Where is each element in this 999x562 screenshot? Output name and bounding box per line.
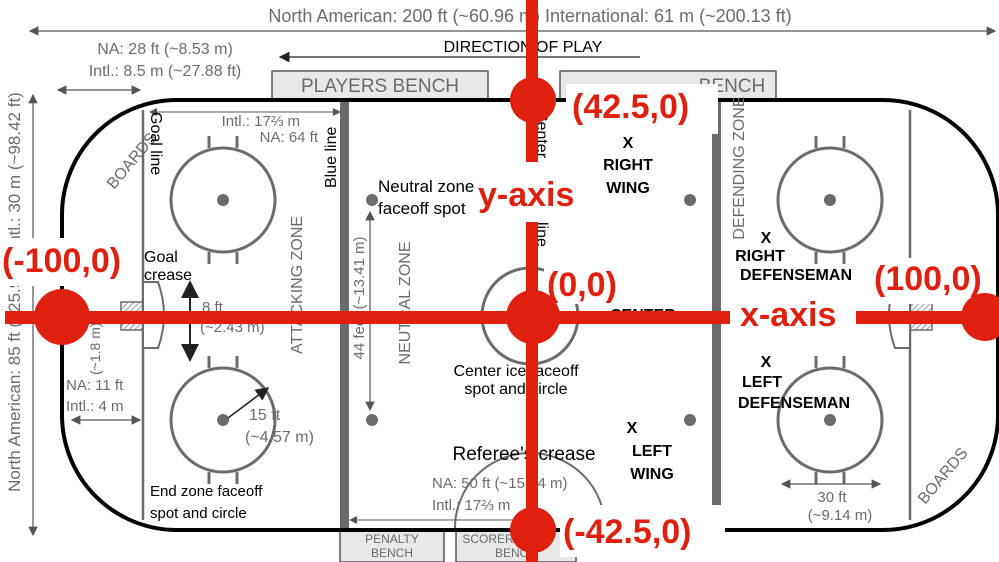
penalty-bench-line2: BENCH <box>371 546 413 560</box>
neutral-spot-bottom-left <box>366 414 378 426</box>
left-defenseman-line2: DEFENSEMAN <box>738 395 850 412</box>
intl-4-label: Intl.: 4 m <box>66 398 124 415</box>
dim-15ft-line2: (~4.57 m) <box>245 429 314 446</box>
defending-zone-label: DEFENDING ZONE <box>731 96 748 239</box>
right-point-label-bg <box>868 258 988 304</box>
point-right <box>961 293 999 341</box>
intl-17-label: Intl.: 17⅔ m <box>222 113 300 130</box>
point-origin <box>506 290 560 344</box>
na-11-label: NA: 11 ft <box>66 377 124 394</box>
origin-label-bg <box>544 264 622 304</box>
goal-crease-line2: crease <box>144 267 192 284</box>
end-zone-faceoff-line1: End zone faceoff <box>150 483 263 500</box>
end-zone-faceoff-line2: spot and circle <box>150 505 247 522</box>
right-wing-line1: RIGHT <box>603 157 653 174</box>
origin-label: (0,0) <box>547 266 617 304</box>
dim-30ft-line1: 30 ft <box>817 489 847 506</box>
neutral-spot-bottom-right <box>684 414 696 426</box>
scorers-bench-line1: SCORERS <box>462 532 521 546</box>
goal-line-label: Goal line <box>147 112 164 175</box>
center-faceoff-line1: Center ice faceoff <box>453 363 579 380</box>
dim-30ft-line2: (~9.14 m) <box>808 507 873 524</box>
right-wing-x: X <box>623 135 634 152</box>
end-zone-circle-bottom-right <box>776 356 884 484</box>
right-wing-line2: WING <box>606 180 650 197</box>
left-wing-x: X <box>627 420 638 437</box>
left-wing-line2: WING <box>630 466 674 483</box>
top-point-label-bg <box>566 84 718 134</box>
attacking-zone-label: ATTACKING ZONE <box>289 216 306 354</box>
left-defenseman-line1: LEFT <box>742 374 782 391</box>
dim-15ft-line1: 15 ft <box>249 407 281 424</box>
goal-crease-line1: Goal <box>144 249 178 266</box>
intl-85-label: Intl.: 8.5 m (~27.88 ft) <box>89 63 242 80</box>
end-zone-circle-top-left <box>169 136 277 264</box>
right-defenseman-line2: DEFENSEMAN <box>740 267 852 284</box>
y-axis-line <box>526 0 538 562</box>
left-dimension-label: North American: 85 ft (~25.9 m) Intl.: 3… <box>5 92 24 492</box>
left-defenseman-position: X LEFT DEFENSEMAN <box>738 354 850 412</box>
na-64-label: NA: 64 ft <box>260 129 319 146</box>
players-bench-label: PLAYERS BENCH <box>301 76 459 97</box>
penalty-bench-line1: PENALTY <box>365 532 419 546</box>
neutral-zone-label: NEUTRAL ZONE <box>397 242 414 365</box>
right-point-label: (100,0) <box>874 260 982 298</box>
y-axis-label-bg <box>476 162 588 222</box>
neutral-spot-top-left <box>366 194 378 206</box>
bottom-point-label: (-42.5,0) <box>563 513 692 551</box>
neutral-faceoff-line2: faceoff spot <box>378 199 466 218</box>
dim-1-8-label: (~1.8 m) <box>87 322 103 375</box>
right-defenseman-line1: RIGHT <box>735 248 785 265</box>
top-point-label: (42.5,0) <box>572 88 689 126</box>
x-axis-label: x-axis <box>740 296 836 334</box>
intl-17b-label: Intl.: 17⅔ m <box>432 497 510 514</box>
point-left <box>34 289 90 345</box>
players-bench-left <box>271 70 489 100</box>
left-wing-position: X LEFT WING <box>627 420 674 483</box>
end-zone-circle-top-right <box>776 136 884 264</box>
direction-of-play-label: DIRECTION OF PLAY <box>444 39 603 56</box>
left-point-label-bg <box>0 238 132 286</box>
center-faceoff-line2: spot and circle <box>464 381 567 398</box>
neutral-spot-top-right <box>684 194 696 206</box>
right-wing-position: X RIGHT WING <box>603 135 653 197</box>
dim-15ft-arrow <box>227 387 270 419</box>
left-point-label: (-100,0) <box>2 242 121 280</box>
point-top <box>510 77 556 123</box>
end-zone-circle-bottom-left <box>169 356 277 484</box>
na-28-label: NA: 28 ft (~8.53 m) <box>97 41 233 58</box>
referee-crease-label: Referee's crease <box>452 444 595 465</box>
left-defenseman-x: X <box>761 354 772 371</box>
right-defenseman-x: X <box>761 230 772 247</box>
blue-line-label: Blue line <box>323 127 340 188</box>
right-defenseman-position: X RIGHT DEFENSEMAN <box>735 230 852 284</box>
x-axis-label-bg <box>730 292 856 340</box>
dim-44ft-label: 44 feet (~13.41 m) <box>351 237 368 360</box>
left-wing-line1: LEFT <box>632 443 672 460</box>
y-axis-label: y-axis <box>478 176 574 214</box>
point-bottom <box>510 507 556 553</box>
na-50-label: NA: 50 ft (~15.24 m) <box>432 475 567 492</box>
neutral-faceoff-line1: Neutral zone <box>378 177 474 196</box>
bottom-point-label-bg <box>560 505 725 557</box>
